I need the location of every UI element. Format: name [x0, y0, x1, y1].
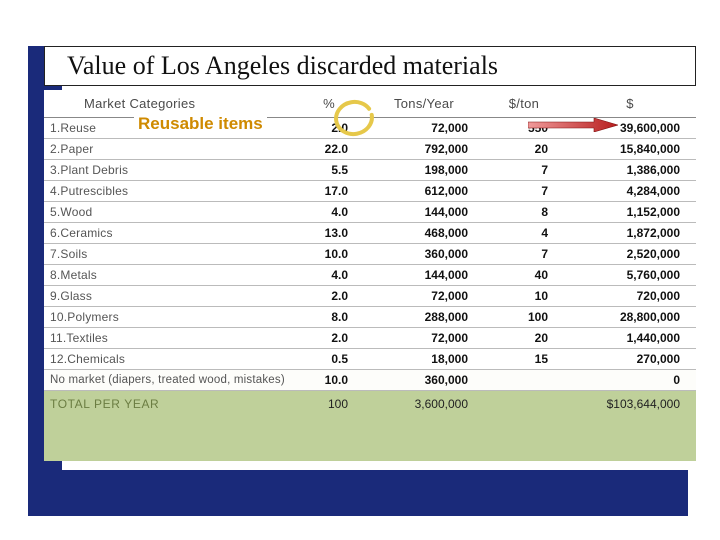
- cell-percent: 10.0: [294, 244, 364, 265]
- cell-category: 6.Ceramics: [44, 223, 294, 244]
- bg-strip-bottom: [28, 470, 688, 516]
- cell-dollars: 2,520,000: [564, 244, 696, 265]
- cell-category: 5.Wood: [44, 202, 294, 223]
- cell-category: 11.Textiles: [44, 328, 294, 349]
- cell-dollars: 1,440,000: [564, 328, 696, 349]
- cell-tons: 792,000: [364, 139, 484, 160]
- total-bg-pad: [44, 417, 696, 461]
- cell-rate: 550: [484, 118, 564, 139]
- cell-percent: 4.0: [294, 265, 364, 286]
- table-row: 11.Textiles2.072,000201,440,000: [44, 328, 696, 349]
- cell-tons: 360,000: [364, 244, 484, 265]
- cell-percent: 2.0: [294, 118, 364, 139]
- cell-dollars: 1,872,000: [564, 223, 696, 244]
- total-percent: 100: [294, 391, 364, 418]
- cell-rate: 7: [484, 160, 564, 181]
- materials-table-wrap: Market Categories % Tons/Year $/ton $ 1.…: [44, 90, 696, 461]
- table-row: 10.Polymers8.0288,00010028,800,000: [44, 307, 696, 328]
- cell-rate: 40: [484, 265, 564, 286]
- total-dollars: $103,644,000: [564, 391, 696, 418]
- table-row: 2.Paper22.0792,0002015,840,000: [44, 139, 696, 160]
- table-row-no-market: No market (diapers, treated wood, mistak…: [44, 370, 696, 391]
- cell-category: 2.Paper: [44, 139, 294, 160]
- cell-rate: 100: [484, 307, 564, 328]
- cell-tons: 72,000: [364, 118, 484, 139]
- col-market-categories: Market Categories: [44, 90, 294, 118]
- cell-category: 10.Polymers: [44, 307, 294, 328]
- cell-percent: 4.0: [294, 202, 364, 223]
- table-row: 8.Metals4.0144,000405,760,000: [44, 265, 696, 286]
- cell-tons: 18,000: [364, 349, 484, 370]
- table-row: 4.Putrescibles17.0612,00074,284,000: [44, 181, 696, 202]
- cell-percent: 0.5: [294, 349, 364, 370]
- cell-category: No market (diapers, treated wood, mistak…: [44, 370, 294, 391]
- cell-rate: 20: [484, 328, 564, 349]
- slide: Value of Los Angeles discarded materials…: [0, 0, 720, 540]
- col-dollar-per-ton: $/ton: [484, 90, 564, 118]
- table-row: 1.Reuse2.072,00055039,600,000: [44, 118, 696, 139]
- cell-rate: 7: [484, 244, 564, 265]
- cell-category: 8.Metals: [44, 265, 294, 286]
- cell-tons: 144,000: [364, 202, 484, 223]
- materials-table: Market Categories % Tons/Year $/ton $ 1.…: [44, 90, 696, 417]
- cell-category: 1.Reuse: [44, 118, 294, 139]
- cell-percent: 10.0: [294, 370, 364, 391]
- cell-dollars: 28,800,000: [564, 307, 696, 328]
- table-row: 6.Ceramics13.0468,00041,872,000: [44, 223, 696, 244]
- cell-tons: 198,000: [364, 160, 484, 181]
- table-row: 3.Plant Debris5.5198,00071,386,000: [44, 160, 696, 181]
- cell-tons: 144,000: [364, 265, 484, 286]
- cell-rate: 20: [484, 139, 564, 160]
- cell-dollars: 5,760,000: [564, 265, 696, 286]
- cell-dollars: 4,284,000: [564, 181, 696, 202]
- total-tons: 3,600,000: [364, 391, 484, 418]
- cell-rate: 10: [484, 286, 564, 307]
- cell-category: 9.Glass: [44, 286, 294, 307]
- table-row: 12.Chemicals0.518,00015270,000: [44, 349, 696, 370]
- table-body: 1.Reuse2.072,00055039,600,0002.Paper22.0…: [44, 118, 696, 418]
- slide-title: Value of Los Angeles discarded materials: [44, 46, 696, 86]
- cell-category: 12.Chemicals: [44, 349, 294, 370]
- cell-percent: 13.0: [294, 223, 364, 244]
- cell-dollars: 1,386,000: [564, 160, 696, 181]
- cell-category: 4.Putrescibles: [44, 181, 294, 202]
- cell-tons: 288,000: [364, 307, 484, 328]
- cell-dollars: 15,840,000: [564, 139, 696, 160]
- cell-percent: 2.0: [294, 328, 364, 349]
- cell-dollars: 720,000: [564, 286, 696, 307]
- col-dollar: $: [564, 90, 696, 118]
- cell-rate: 15: [484, 349, 564, 370]
- cell-percent: 5.5: [294, 160, 364, 181]
- cell-dollars: 0: [564, 370, 696, 391]
- cell-dollars: 270,000: [564, 349, 696, 370]
- cell-tons: 360,000: [364, 370, 484, 391]
- cell-category: 3.Plant Debris: [44, 160, 294, 181]
- cell-tons: 72,000: [364, 286, 484, 307]
- cell-percent: 17.0: [294, 181, 364, 202]
- cell-tons: 612,000: [364, 181, 484, 202]
- col-tons-year: Tons/Year: [364, 90, 484, 118]
- table-header-row: Market Categories % Tons/Year $/ton $: [44, 90, 696, 118]
- cell-percent: 22.0: [294, 139, 364, 160]
- cell-dollars: 39,600,000: [564, 118, 696, 139]
- cell-tons: 468,000: [364, 223, 484, 244]
- table-row: 5.Wood4.0144,00081,152,000: [44, 202, 696, 223]
- table-row: 9.Glass2.072,00010720,000: [44, 286, 696, 307]
- cell-rate: 8: [484, 202, 564, 223]
- cell-percent: 8.0: [294, 307, 364, 328]
- cell-rate: 4: [484, 223, 564, 244]
- cell-category: 7.Soils: [44, 244, 294, 265]
- table-row-total: TOTAL PER YEAR1003,600,000 $103,644,000: [44, 391, 696, 418]
- cell-tons: 72,000: [364, 328, 484, 349]
- cell-rate: [484, 370, 564, 391]
- table-row: 7.Soils10.0360,00072,520,000: [44, 244, 696, 265]
- cell-percent: 2.0: [294, 286, 364, 307]
- col-percent: %: [294, 90, 364, 118]
- cell-rate: 7: [484, 181, 564, 202]
- total-label: TOTAL PER YEAR: [44, 391, 294, 418]
- cell-dollars: 1,152,000: [564, 202, 696, 223]
- total-rate: [484, 391, 564, 418]
